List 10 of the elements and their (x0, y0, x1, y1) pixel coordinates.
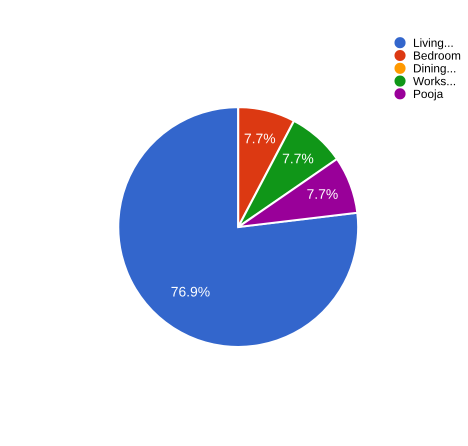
legend-label: Bedroom (414, 51, 460, 60)
legend-label: Works... (413, 76, 456, 86)
pie-slice (117, 106, 360, 348)
data-label: 7.7% (244, 134, 276, 144)
data-label: 76.9% (171, 286, 210, 297)
data-label: 7.7% (307, 189, 338, 199)
legend-label: Pooja (414, 89, 444, 100)
data-label: 7.7% (282, 154, 314, 164)
legend-label: Dining... (414, 64, 456, 75)
legend-label: Living... (414, 38, 453, 50)
